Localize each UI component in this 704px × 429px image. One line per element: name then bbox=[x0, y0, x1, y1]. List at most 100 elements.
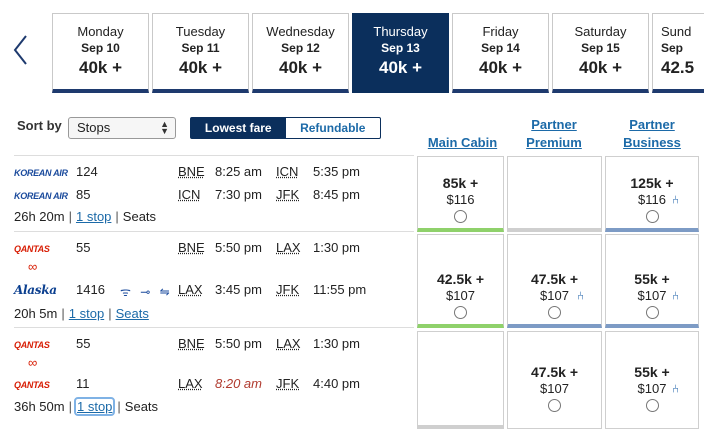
day-tab-saturday[interactable]: Saturday Sep 15 40k + bbox=[552, 13, 649, 93]
airline-logo: Alaska bbox=[14, 283, 57, 297]
fare-miles: 85k + bbox=[418, 175, 503, 191]
fare-cell-main[interactable]: 85k + $116 bbox=[417, 156, 504, 232]
fare-cell-premium[interactable]: 47.5k + $107 ⑃ bbox=[507, 234, 602, 328]
seats-link[interactable]: Seats bbox=[116, 306, 149, 321]
airline-logo: QANTAS bbox=[14, 380, 50, 390]
stops-link[interactable]: 1 stop bbox=[76, 209, 111, 224]
departure-time: 5:50 pm bbox=[215, 240, 262, 255]
departure-time: 8:25 am bbox=[215, 164, 262, 179]
day-name: Wednesday bbox=[253, 24, 348, 39]
day-price: 40k + bbox=[553, 58, 648, 78]
separator: | bbox=[69, 209, 72, 224]
radio-icon[interactable] bbox=[548, 306, 561, 319]
fare-cell-business[interactable]: 55k + $107 ⑃ bbox=[605, 331, 699, 429]
day-price: 40k + bbox=[453, 58, 548, 78]
day-tab-wednesday[interactable]: Wednesday Sep 12 40k + bbox=[252, 13, 349, 93]
fare-price: $107 bbox=[418, 288, 503, 303]
wifi-power-usb-icon: ᯤ ⊸ ⇋ bbox=[120, 283, 173, 300]
departure-time: 7:30 pm bbox=[215, 187, 262, 202]
fare-cell-business[interactable]: 125k + $116 ⑃ bbox=[605, 156, 699, 232]
fare-miles: 125k + bbox=[606, 175, 698, 191]
day-name: Tuesday bbox=[153, 24, 248, 39]
day-name: Thursday bbox=[353, 24, 448, 39]
destination-code[interactable]: LAX bbox=[276, 240, 301, 255]
lowest-fare-option[interactable]: Lowest fare bbox=[191, 118, 286, 138]
day-tab-thursday[interactable]: Thursday Sep 13 40k + bbox=[352, 13, 449, 93]
duration: 20h 5m bbox=[14, 306, 57, 321]
day-tab-monday[interactable]: Monday Sep 10 40k + bbox=[52, 13, 149, 93]
sort-by-label: Sort by bbox=[17, 118, 62, 133]
flight-number: 124 bbox=[76, 164, 98, 179]
origin-code[interactable]: ICN bbox=[178, 187, 200, 202]
day-name: Monday bbox=[53, 24, 148, 39]
flight-row: QANTAS 55 BNE 5:50 pm LAX 1:30 pm ∞ Alas… bbox=[14, 231, 414, 327]
origin-code[interactable]: BNE bbox=[178, 164, 205, 179]
separator: | bbox=[115, 209, 118, 224]
cabin-header-business-line2: Business bbox=[623, 135, 681, 150]
seat-icon: ⑃ bbox=[672, 193, 679, 207]
origin-code[interactable]: BNE bbox=[178, 336, 205, 351]
cabin-header-premium[interactable]: Partner Premium bbox=[510, 116, 598, 152]
arrival-time: 5:35 pm bbox=[313, 164, 360, 179]
infinity-icon: ∞ bbox=[28, 355, 37, 370]
day-price: 40k + bbox=[253, 58, 348, 78]
seat-icon: ⑃ bbox=[577, 289, 584, 303]
destination-code[interactable]: JFK bbox=[276, 187, 299, 202]
previous-dates-button[interactable] bbox=[8, 30, 32, 70]
seat-icon: ⑃ bbox=[672, 289, 679, 303]
fare-type-toggle: Lowest fare Refundable bbox=[190, 117, 381, 139]
day-date: Sep 12 bbox=[253, 41, 348, 55]
day-date: Sep 13 bbox=[353, 41, 448, 55]
radio-icon[interactable] bbox=[454, 210, 467, 223]
sort-select-value: Stops bbox=[77, 120, 110, 135]
fare-price: $107 bbox=[606, 381, 698, 396]
radio-icon[interactable] bbox=[646, 210, 659, 223]
flight-number: 1416 bbox=[76, 282, 105, 297]
fare-miles: 47.5k + bbox=[508, 271, 601, 287]
fare-cell-business[interactable]: 55k + $107 ⑃ bbox=[605, 234, 699, 328]
day-tab-tuesday[interactable]: Tuesday Sep 11 40k + bbox=[152, 13, 249, 93]
radio-icon[interactable] bbox=[454, 306, 467, 319]
seat-icon: ⑃ bbox=[672, 382, 679, 396]
destination-code[interactable]: LAX bbox=[276, 336, 301, 351]
flight-number: 11 bbox=[76, 376, 90, 391]
stops-link[interactable]: 1 stop bbox=[69, 306, 104, 321]
day-name: Friday bbox=[453, 24, 548, 39]
duration: 36h 50m bbox=[14, 399, 65, 414]
radio-icon[interactable] bbox=[548, 399, 561, 412]
origin-code[interactable]: LAX bbox=[178, 282, 203, 297]
origin-code[interactable]: LAX bbox=[178, 376, 203, 391]
day-date: Sep 11 bbox=[153, 41, 248, 55]
airline-logo: QANTAS bbox=[14, 340, 50, 350]
cabin-header-business[interactable]: Partner Business bbox=[608, 116, 696, 152]
select-arrows-icon: ▲ ▼ bbox=[160, 121, 169, 135]
day-date: Sep 14 bbox=[453, 41, 548, 55]
cabin-header-main[interactable]: Main Cabin bbox=[420, 134, 505, 152]
arrival-time: 1:30 pm bbox=[313, 336, 360, 351]
arrival-time: 1:30 pm bbox=[313, 240, 360, 255]
destination-code[interactable]: JFK bbox=[276, 282, 299, 297]
stops-link[interactable]: 1 stop bbox=[76, 399, 113, 414]
destination-code[interactable]: ICN bbox=[276, 164, 298, 179]
day-price: 42.5 bbox=[661, 58, 704, 78]
fare-miles: 42.5k + bbox=[418, 271, 503, 287]
day-price: 40k + bbox=[153, 58, 248, 78]
arrival-time: 11:55 pm bbox=[313, 282, 366, 297]
fare-cell-premium[interactable]: 47.5k + $107 bbox=[507, 331, 602, 429]
radio-icon[interactable] bbox=[646, 399, 659, 412]
origin-code[interactable]: BNE bbox=[178, 240, 205, 255]
refundable-option[interactable]: Refundable bbox=[286, 118, 381, 138]
fare-price: $107 bbox=[508, 288, 601, 303]
destination-code[interactable]: JFK bbox=[276, 376, 299, 391]
fare-cell-main[interactable]: 42.5k + $107 bbox=[417, 234, 504, 328]
cabin-header-business-line1: Partner bbox=[629, 117, 675, 132]
airline-logo: KOREAN AIR bbox=[14, 191, 68, 201]
flight-number: 55 bbox=[76, 240, 90, 255]
sort-select[interactable]: Stops ▲ ▼ bbox=[68, 117, 176, 139]
cabin-header-premium-line2: Premium bbox=[526, 135, 582, 150]
flight-row: QANTAS 55 BNE 5:50 pm LAX 1:30 pm ∞ QANT… bbox=[14, 327, 414, 429]
day-tab-sunday[interactable]: Sund Sep 42.5 bbox=[652, 13, 704, 93]
radio-icon[interactable] bbox=[646, 306, 659, 319]
day-tab-friday[interactable]: Friday Sep 14 40k + bbox=[452, 13, 549, 93]
fare-cell-premium bbox=[507, 156, 602, 232]
